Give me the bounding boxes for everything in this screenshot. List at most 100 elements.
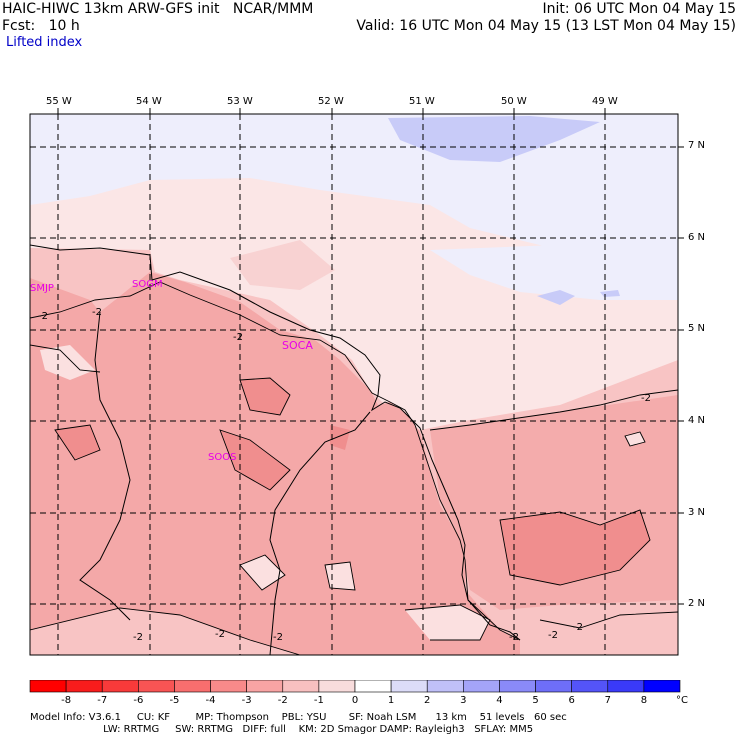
colorbar-unit: °C [676,695,688,706]
colorbar-swatch [29,680,67,693]
lat-label: 2 N [688,598,706,609]
field-blue-mid [388,116,600,162]
contour-label: -2 [133,632,143,643]
colorbar-swatch [138,680,175,693]
contour-label: -2 [273,632,283,643]
model-info-line1: Model Info: V3.6.1 CU: KF MP: Thompson P… [30,712,567,723]
station-label: SOCA [282,339,313,352]
lat-label: 5 N [688,323,706,334]
colorbar-tick-label: -6 [133,695,144,706]
lon-label: 49 W [592,96,618,107]
colorbar-tick-label: -8 [61,695,72,706]
title-left: HAIC-HIWC 13km ARW-GFS init NCAR/MMM [2,1,314,17]
lon-label: 55 W [46,96,72,107]
lat-label: 6 N [688,232,706,243]
colorbar-tick-label: 2 [424,695,431,706]
init-time: Init: 06 UTC Mon 04 May 15 [542,1,736,17]
colorbar-swatch [643,680,681,693]
field-light-patch [625,432,645,446]
contour-line [54,424,101,461]
colorbar-swatch [426,680,464,693]
colorbar-tick-label: 1 [387,695,395,706]
colorbar-swatch [174,680,211,693]
lon-label: 54 W [136,96,162,107]
colorbar-tick-label: -4 [205,695,216,706]
lat-label: 7 N [688,140,706,151]
colorbar-swatch [571,680,609,693]
colorbar-swatch [463,680,500,693]
field-light-patch [30,608,300,655]
border-suriname-french-guiana [269,411,371,655]
contour-line [429,389,678,431]
field-strong-patch [240,378,290,415]
contour-label: -2 [573,622,583,633]
colorbar-tick-label: -1 [313,695,324,706]
field-name: Lifted index [6,35,83,50]
contour-label: -2 [509,632,519,643]
field-light-patch [405,605,490,640]
contour-line [539,611,678,629]
lat-label: 3 N [688,507,706,518]
colorbar-swatch [210,680,247,693]
colorbar-swatch [318,680,356,693]
forecast-hour: Fcst: 10 h [2,18,80,34]
border-guyana-suriname [79,311,131,621]
model-info-line2: LW: RRTMG SW: RRTMG DIFF: full KM: 2D Sm… [30,724,534,735]
colorbar-swatch [535,680,572,693]
colorbar-tick-label: -2 [277,695,288,706]
station-label: SOGM [132,279,163,290]
contour-label: -2 [233,332,243,343]
coastline [30,244,521,641]
colorbar-tick-label: 6 [568,695,575,706]
contour-line [30,281,521,641]
contour-line [219,429,291,491]
contour-line [499,509,651,586]
map-frame [29,113,679,656]
lon-label: 52 W [318,96,344,107]
contour-label: -2 [641,393,651,404]
colorbar-swatch [246,680,284,693]
colorbar-tick-label: -7 [97,695,108,706]
contour-line [30,607,301,655]
contour-line [404,604,491,641]
contour-line [239,554,286,591]
colorbar-tick-label: 4 [496,695,503,706]
contour-line [624,431,646,447]
contour-label: -2 [92,307,102,318]
colorbar-tick-label: 5 [532,695,539,706]
colorbar-tick-label: 7 [604,695,611,706]
lon-label: 53 W [227,96,253,107]
field-strong-patch [330,425,350,450]
station-label: SMJP [30,283,54,294]
colorbar [29,680,681,693]
contour-line [30,344,101,373]
contour-label: -2 [548,630,558,641]
colorbar-tick-label: 8 [640,695,648,706]
contour-label: -2 [215,629,225,640]
colorbar-tick-label: -5 [169,695,180,706]
colorbar-swatch [607,680,645,693]
colorbar-swatch [282,680,320,693]
field-mid-pink [230,240,335,290]
field-strong-patch [220,430,290,490]
contour-line [324,561,356,591]
colorbar-tick-label: 0 [351,695,359,706]
contour-line [239,377,291,416]
field-strong-patch [55,425,100,460]
colorbar-swatch [390,680,428,693]
lon-label: 50 W [501,96,527,107]
colorbar-tick-label: -3 [241,695,252,706]
contour-label: -2 [38,311,48,322]
field-strong-patch [500,510,650,585]
valid-time: Valid: 16 UTC Mon 04 May 15 (13 LST Mon … [356,18,736,34]
colorbar-swatch [65,680,103,693]
colorbar-swatch [499,680,536,693]
colorbar-swatch [101,680,139,693]
colorbar-swatch [354,680,392,693]
field-blue-mid [537,290,575,305]
lon-label: 51 W [409,96,435,107]
colorbar-tick-label: 3 [460,695,467,706]
station-label: SOOS [208,452,237,463]
lat-label: 4 N [688,415,706,426]
